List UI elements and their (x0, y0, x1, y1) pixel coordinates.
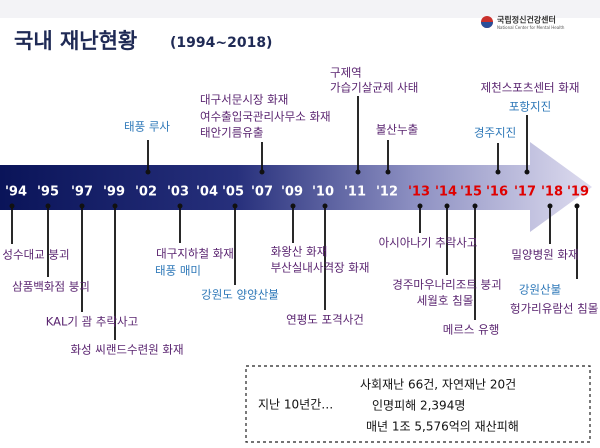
stem-dot (79, 203, 85, 209)
summary-intro: 지난 10년간… (258, 398, 333, 412)
stem-dot (444, 203, 450, 209)
stem-dot (472, 203, 478, 209)
stem-dot (547, 203, 553, 209)
event-label: 대구지하철 화재 (156, 247, 234, 261)
logo-mark-half (481, 22, 493, 28)
summary-line: 매년 1조 5,576억의 재산피해 (366, 420, 519, 434)
event-label: 태안기름유출 (200, 126, 263, 140)
event-label: 화성 씨랜드수련원 화재 (70, 343, 183, 357)
stem-dot (290, 203, 296, 209)
year-label: '03 (167, 185, 189, 200)
year-label: '05 (222, 185, 244, 200)
year-label: '09 (281, 185, 303, 200)
years: '94 '95 '97 '99 '02 '03 '04 '05 '07 '09 '10 '11 '12 '… (5, 185, 589, 200)
year-label: '10 (312, 185, 334, 200)
subtitle: (1994~2018) (170, 35, 272, 51)
event-label: 구제역 (330, 66, 362, 80)
stem-dot (112, 203, 118, 209)
year-label: '02 (135, 185, 157, 200)
logo-english: National Center for Mental Health (497, 25, 565, 30)
year-label: '94 (5, 185, 27, 200)
year-label: '04 (196, 185, 218, 200)
stem-dot (232, 203, 238, 209)
year-label: '13 (408, 185, 430, 200)
event-label: 세월호 침몰 (417, 294, 474, 308)
event-label: 불산누출 (376, 123, 418, 137)
event-label: 아시아나기 추락사고 (379, 236, 478, 250)
summary-line: 사회재난 66건, 자연재난 20건 (360, 378, 516, 392)
year-label: '97 (71, 185, 93, 200)
year-label: '14 (435, 185, 457, 200)
event-label: 삼품백화점 붕괴 (12, 280, 90, 294)
year-label: '18 (541, 185, 563, 200)
event-label: 부산실내사격장 화재 (271, 261, 370, 275)
event-label: 가습기살균제 사태 (330, 81, 418, 95)
year-label: '12 (376, 185, 398, 200)
year-label: '11 (344, 185, 366, 200)
stem-dot (495, 169, 501, 175)
stem-dot (9, 203, 15, 209)
year-label: '16 (486, 185, 508, 200)
year-label: '17 (514, 185, 536, 200)
top-strip (0, 0, 600, 18)
stem-dot (259, 169, 265, 175)
event-label: 헝가리유람선 침몰 (510, 302, 598, 316)
stems (9, 96, 580, 340)
event-label: 강원도 양양산불 (201, 288, 279, 302)
summary-line: 인명피해 2,394명 (372, 399, 465, 413)
logo: 국립정신건강센터 National Center for Mental Heal… (481, 15, 565, 30)
stem-dot (45, 203, 51, 209)
event-label: 메르스 유행 (443, 323, 500, 337)
year-label: '15 (460, 185, 482, 200)
stem-dot (322, 203, 328, 209)
stem-dot (145, 169, 151, 175)
stem-dot (177, 203, 183, 209)
stem-dot (355, 169, 361, 175)
event-label: 대구서문시장 화재 (200, 93, 288, 107)
year-label: '07 (251, 185, 273, 200)
event-label: KAL기 괌 추락사고 (46, 315, 138, 329)
event-label: 제천스포츠센터 화재 (481, 81, 580, 95)
event-label: 성수대교 붕괴 (2, 248, 69, 262)
event-label: 포항지진 (509, 100, 551, 114)
event-label: 밀양병원 화재 (511, 248, 578, 262)
event-label: 연평도 포격사건 (286, 313, 364, 327)
year-label: '95 (37, 185, 59, 200)
event-label: 경주마우나리조트 붕괴 (392, 278, 501, 292)
event-label: 태풍 매미 (155, 264, 201, 278)
event-label: 경주지진 (474, 126, 516, 140)
event-label: 화왕산 화재 (271, 245, 328, 259)
stem-dot (524, 169, 530, 175)
timeline-arrow (0, 142, 592, 232)
stem-dot (417, 203, 423, 209)
logo-name: 국립정신건강센터 (497, 15, 556, 25)
event-label: 강원산불 (519, 283, 561, 297)
stem-dot (574, 203, 580, 209)
event-label: 여수출입국관리사무소 화재 (200, 110, 331, 124)
year-label: '19 (567, 185, 589, 200)
title: 국내 재난현황 (14, 29, 137, 53)
year-label: '99 (103, 185, 125, 200)
stem-dot (385, 169, 391, 175)
event-label: 태풍 루사 (124, 120, 170, 134)
